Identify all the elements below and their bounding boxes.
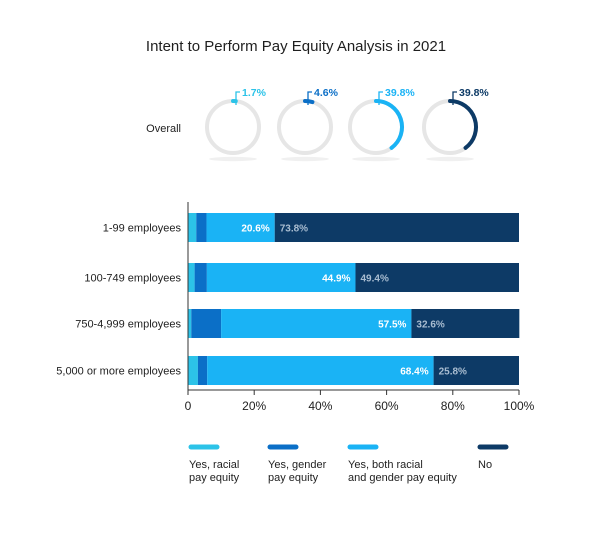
donut-shadow — [281, 156, 329, 162]
x-tick-label: 60% — [375, 399, 399, 413]
bar-segment — [188, 356, 198, 385]
category-label: 750-4,999 employees — [75, 319, 181, 331]
chart-title: Intent to Perform Pay Equity Analysis in… — [146, 38, 446, 55]
bar-segment — [207, 356, 434, 385]
x-axis: 0 20% 40% 60% 80% 100% — [185, 202, 535, 413]
bar-segment — [188, 309, 192, 338]
stacked-bars: 1-99 employees 20.6% 73.8% 100-749 employee… — [56, 213, 520, 385]
bar-data-label: 20.6% — [241, 224, 269, 235]
bar-segment — [196, 213, 207, 242]
donut-arc — [448, 99, 478, 150]
bar-data-label: 32.6% — [416, 320, 444, 331]
legend-label: and gender pay equity — [348, 472, 457, 484]
donut-track — [205, 99, 261, 155]
donut-value-label: 1.7% — [242, 87, 267, 99]
bar-segment — [411, 309, 520, 338]
overall-donuts: 1.7% 4.6% 39.8% 39.8% — [205, 87, 489, 162]
donut-value-label: 39.8% — [385, 87, 415, 99]
donut-value-label: 39.8% — [459, 87, 489, 99]
legend-label: pay equity — [268, 472, 319, 484]
donut-arc — [303, 99, 315, 105]
bar-data-label: 57.5% — [378, 320, 406, 331]
bar-segment — [188, 213, 197, 242]
bar-data-label: 49.4% — [360, 274, 388, 285]
category-label: 5,000 or more employees — [56, 366, 181, 378]
legend-label: Yes, both racial — [348, 459, 423, 471]
legend-label: Yes, gender — [268, 459, 327, 471]
bar-data-label: 73.8% — [280, 224, 308, 235]
bar-segment — [206, 263, 356, 292]
overall-row-label: Overall — [146, 123, 181, 135]
bar-segment — [221, 309, 412, 338]
bar-segment — [194, 263, 207, 292]
donut-leader — [452, 91, 457, 105]
x-tick-label: 100% — [504, 399, 535, 413]
bar-data-label: 68.4% — [400, 367, 428, 378]
legend-label: Yes, racial — [189, 459, 239, 471]
donut-shadow — [209, 156, 257, 162]
bar-data-label: 25.8% — [439, 367, 467, 378]
x-tick-label: 0 — [185, 399, 192, 413]
bar-data-label: 44.9% — [322, 274, 350, 285]
legend-label: pay equity — [189, 472, 240, 484]
donut-shadow — [426, 156, 474, 162]
bar-segment — [191, 309, 222, 338]
bar-segment — [188, 263, 195, 292]
donut-leader — [307, 91, 312, 105]
donut-track — [277, 99, 333, 155]
donut-arc — [374, 99, 404, 150]
category-label: 1-99 employees — [103, 223, 182, 235]
legend-label: No — [478, 459, 492, 471]
bar-segment — [197, 356, 208, 385]
donut-leader — [235, 91, 240, 105]
donut-shadow — [352, 156, 400, 162]
bar-segment — [355, 263, 519, 292]
bar-segment — [433, 356, 519, 385]
donut-value-label: 4.6% — [314, 87, 339, 99]
category-label: 100-749 employees — [84, 273, 181, 285]
bar-segment — [206, 213, 275, 242]
bar-segment — [274, 213, 519, 242]
x-tick-label: 40% — [308, 399, 332, 413]
donut-leader — [378, 91, 383, 105]
x-tick-label: 80% — [441, 399, 465, 413]
x-tick-label: 20% — [242, 399, 266, 413]
